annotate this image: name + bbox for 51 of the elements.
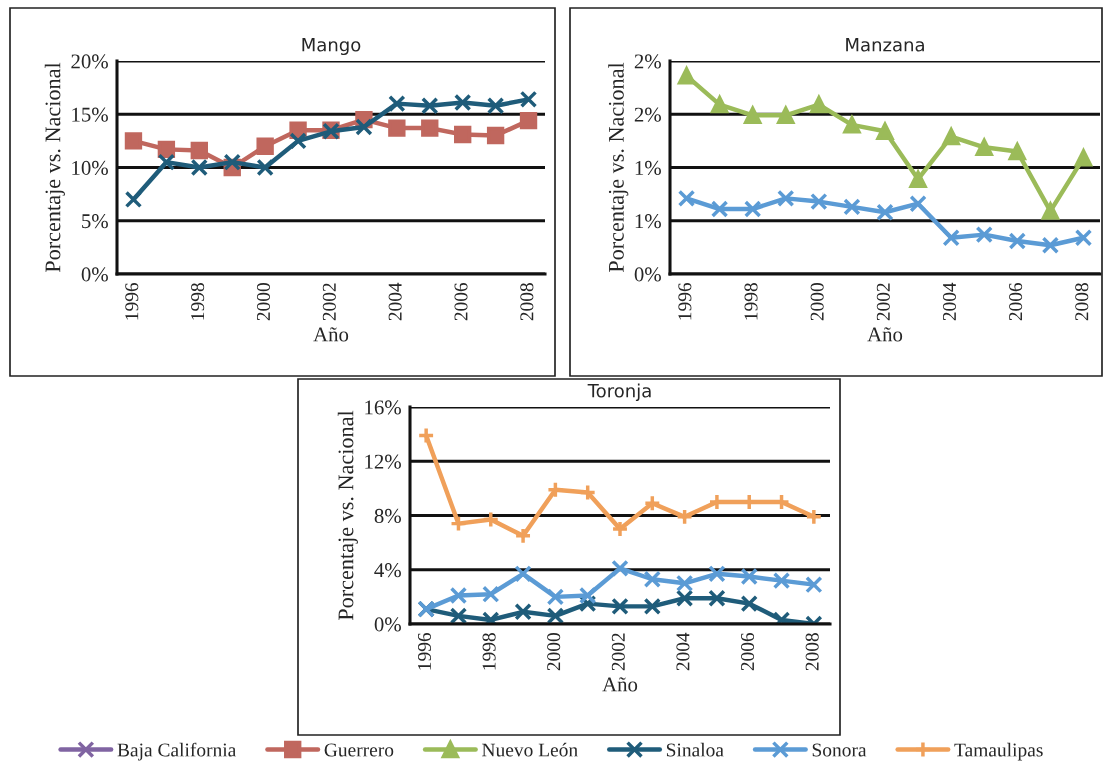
- y-axis-title: Porcentaje vs. Nacional: [337, 410, 358, 621]
- x-tick-label: 2002: [322, 283, 336, 321]
- y-axis-title: Porcentaje vs. Nacional: [608, 62, 629, 273]
- x-tick-label: 2008: [1075, 283, 1089, 321]
- chart-title: Mango: [302, 38, 361, 56]
- x-tick-label: 2008: [805, 633, 819, 671]
- y-tick-label: 1%: [635, 214, 661, 229]
- x-axis-title: Año: [602, 677, 638, 692]
- legend-label: Sinaloa: [666, 742, 724, 757]
- x-tick-label: 2008: [520, 283, 534, 321]
- y-tick-label: 2%: [634, 54, 661, 69]
- x-tick-label: 1998: [744, 283, 758, 320]
- y-tick-label: 15%: [72, 107, 108, 122]
- x-tick-label: 2000: [256, 283, 271, 321]
- legend-label: Tamaulipas: [954, 742, 1043, 761]
- y-tick-label: 4%: [374, 563, 401, 578]
- chart-title: Manzana: [846, 38, 924, 52]
- y-tick-label: 0%: [81, 267, 108, 282]
- y-tick-label: 2%: [634, 107, 661, 122]
- x-tick-label: 2006: [1009, 282, 1023, 321]
- x-tick-label: 2002: [876, 283, 890, 321]
- x-tick-label: 2004: [676, 632, 690, 671]
- y-tick-label: 0%: [374, 617, 401, 632]
- legend-label: Sonora: [812, 743, 867, 757]
- x-tick-label: 2002: [611, 633, 625, 671]
- y-tick-label: 20%: [71, 54, 108, 69]
- legend-label: Guerrero: [324, 743, 394, 757]
- x-tick-label: 2004: [942, 282, 957, 321]
- x-tick-label: 1996: [125, 282, 139, 320]
- x-tick-label: 2000: [547, 633, 561, 671]
- y-tick-label: 0%: [634, 267, 661, 282]
- x-axis-title: Año: [867, 327, 903, 342]
- y-tick-label: 16%: [365, 400, 401, 415]
- y-tick-label: 8%: [374, 508, 401, 523]
- y-tick-label: 10%: [72, 160, 108, 175]
- x-tick-label: 2006: [740, 632, 755, 671]
- x-tick-label: 1998: [482, 633, 496, 670]
- x-tick-label: 2000: [810, 283, 824, 321]
- y-tick-label: 1%: [635, 160, 661, 175]
- y-tick-label: 5%: [82, 214, 108, 229]
- x-tick-label: 1998: [191, 283, 205, 320]
- x-tick-label: 2004: [388, 282, 402, 321]
- y-tick-label: 12%: [365, 454, 401, 469]
- x-tick-label: 2006: [454, 282, 468, 321]
- chart-title: Toronja: [587, 383, 651, 402]
- x-tick-label: 1996: [417, 632, 432, 670]
- legend-label: Baja California: [117, 742, 237, 761]
- y-axis-title: Porcentaje vs. Nacional: [44, 62, 65, 273]
- legend-label: Nuevo León: [482, 742, 578, 757]
- x-axis-title: Año: [313, 327, 349, 342]
- x-tick-label: 1996: [678, 282, 692, 320]
